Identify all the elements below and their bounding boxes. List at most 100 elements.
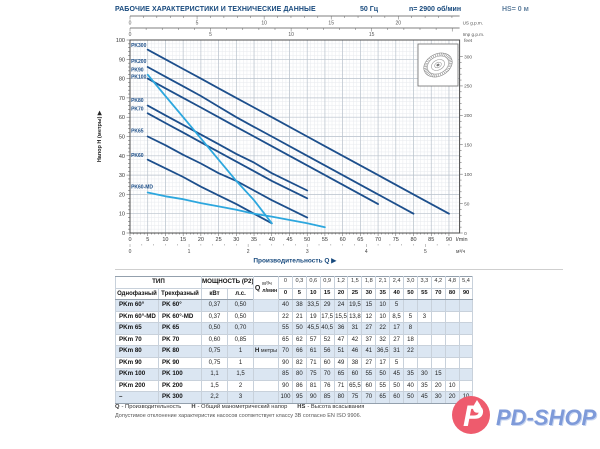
table-cell: 19,5 xyxy=(347,299,363,312)
legend-line: Q- Производительность Н- Общий манометри… xyxy=(115,404,475,410)
svg-text:35: 35 xyxy=(251,237,257,243)
table-cell: PKm 200 xyxy=(115,379,159,392)
table-cell: 29 xyxy=(319,299,335,312)
table-cell xyxy=(430,345,446,358)
table-cell: 1,8 xyxy=(361,276,377,289)
table-cell: кВт xyxy=(201,287,228,300)
svg-text:70: 70 xyxy=(375,237,381,243)
table-cell: 10 xyxy=(375,299,391,312)
svg-text:3: 3 xyxy=(306,249,309,255)
table-cell: PKm 60° xyxy=(115,299,159,312)
table-cell: 1,5 xyxy=(201,379,228,392)
table-subheader-row: Однофазный Трехфазный кВт л.с. 0 5 10 15 20 25 30 3… xyxy=(115,287,474,300)
table-cell: 60 xyxy=(361,379,377,392)
table-cell: 40 xyxy=(403,379,418,392)
table-cell: 18 xyxy=(403,333,418,346)
table-cell: PK 60° xyxy=(158,299,202,312)
svg-text:40: 40 xyxy=(269,237,275,243)
table-cell xyxy=(458,333,474,346)
table-cell: 2,1 xyxy=(375,276,391,289)
table-cell: 45,5 xyxy=(305,322,321,335)
table-cell: 90 xyxy=(305,391,321,404)
table-cell: 24 xyxy=(333,299,349,312)
table-cell: 70 xyxy=(319,368,335,381)
table-cell xyxy=(458,379,474,392)
table-cell: PKm 100 xyxy=(115,368,159,381)
table-cell: 1 xyxy=(226,356,255,369)
footnotes: Q- Производительность Н- Общий манометри… xyxy=(115,404,475,419)
table-cell: 50 xyxy=(375,368,391,381)
table-cell: 13,8 xyxy=(347,310,363,323)
table-cell: 50 xyxy=(403,287,418,300)
table-cell: 55 xyxy=(416,287,432,300)
svg-text:10: 10 xyxy=(162,237,168,243)
table-cell: 30 xyxy=(361,287,377,300)
table-cell: PK 200 xyxy=(158,379,202,392)
table-cell: 82 xyxy=(291,356,307,369)
shop-logo[interactable]: P PD-SHOP xyxy=(450,391,600,441)
table-cell: 5 xyxy=(291,287,307,300)
table-cell: PK 90 xyxy=(158,356,202,369)
svg-text:50: 50 xyxy=(119,135,125,141)
table-cell: 90 xyxy=(278,379,293,392)
svg-text:75: 75 xyxy=(393,237,399,243)
table-cell: 61 xyxy=(305,345,321,358)
table-cell: PK 70 xyxy=(158,333,202,346)
table-cell xyxy=(253,310,280,323)
table-cell: 75 xyxy=(347,391,363,404)
svg-text:5: 5 xyxy=(196,21,199,27)
svg-text:30: 30 xyxy=(119,173,125,179)
svg-text:15: 15 xyxy=(328,21,334,27)
svg-text:PK300: PK300 xyxy=(131,43,147,49)
table-cell: 71 xyxy=(333,379,349,392)
table-cell: 5 xyxy=(403,310,418,323)
svg-text:2: 2 xyxy=(247,249,250,255)
legend-q: Q- Производительность xyxy=(115,404,182,410)
table-cell: 5 xyxy=(389,356,405,369)
table-cell: 49 xyxy=(333,356,349,369)
table-cell: 35 xyxy=(416,379,432,392)
table-cell: 45 xyxy=(416,391,432,404)
table-cell: 50 xyxy=(389,379,405,392)
table-cell: 15 xyxy=(361,299,377,312)
table-cell: 36 xyxy=(333,322,349,335)
table-cell: 27 xyxy=(389,333,405,346)
table-cell: 62 xyxy=(291,333,307,346)
table-cell: Трехфазный xyxy=(158,287,202,300)
table-cell: PK 80 xyxy=(158,345,202,358)
table-cell: 56 xyxy=(319,345,335,358)
svg-text:200: 200 xyxy=(464,113,472,119)
table-cell: PK 65 xyxy=(158,322,202,335)
page-title: РАБОЧИЕ ХАРАКТЕРИСТИКИ И ТЕХНИЧЕСКИЕ ДАН… xyxy=(115,6,316,13)
table-cell: 22 xyxy=(278,310,293,323)
table-cell: МОЩНОСТЬ (P2) xyxy=(200,276,255,289)
svg-text:50: 50 xyxy=(304,237,310,243)
table-cell: 41 xyxy=(361,345,377,358)
svg-text:feet: feet xyxy=(464,38,473,44)
table-cell xyxy=(430,299,446,312)
table-cell xyxy=(430,322,446,335)
table-cell: 1,2 xyxy=(333,276,349,289)
table-cell: 31 xyxy=(347,322,363,335)
table-cell: 1,5 xyxy=(347,276,363,289)
svg-text:5: 5 xyxy=(146,237,149,243)
table-cell xyxy=(253,356,280,369)
svg-text:0: 0 xyxy=(464,231,467,237)
table-cell: PKm 60°-MD xyxy=(115,310,159,323)
table-cell: 4,8 xyxy=(444,276,460,289)
table-cell xyxy=(458,322,474,335)
svg-text:80: 80 xyxy=(119,77,125,83)
table-cell: 40,5 xyxy=(319,322,335,335)
droplet-p-icon: P xyxy=(452,396,490,434)
table-cell: 27 xyxy=(361,322,377,335)
svg-text:PK90: PK90 xyxy=(131,67,144,73)
speed-label: n= 2900 об/мин xyxy=(409,6,462,13)
table-cell: 15 xyxy=(319,287,335,300)
svg-text:PK60-MD: PK60-MD xyxy=(131,185,153,191)
table-cell: 20 xyxy=(444,391,460,404)
svg-text:40: 40 xyxy=(119,154,125,160)
table-cell: 52 xyxy=(319,333,335,346)
table-cell: 80 xyxy=(444,287,460,300)
table-cell: 55 xyxy=(278,322,293,335)
